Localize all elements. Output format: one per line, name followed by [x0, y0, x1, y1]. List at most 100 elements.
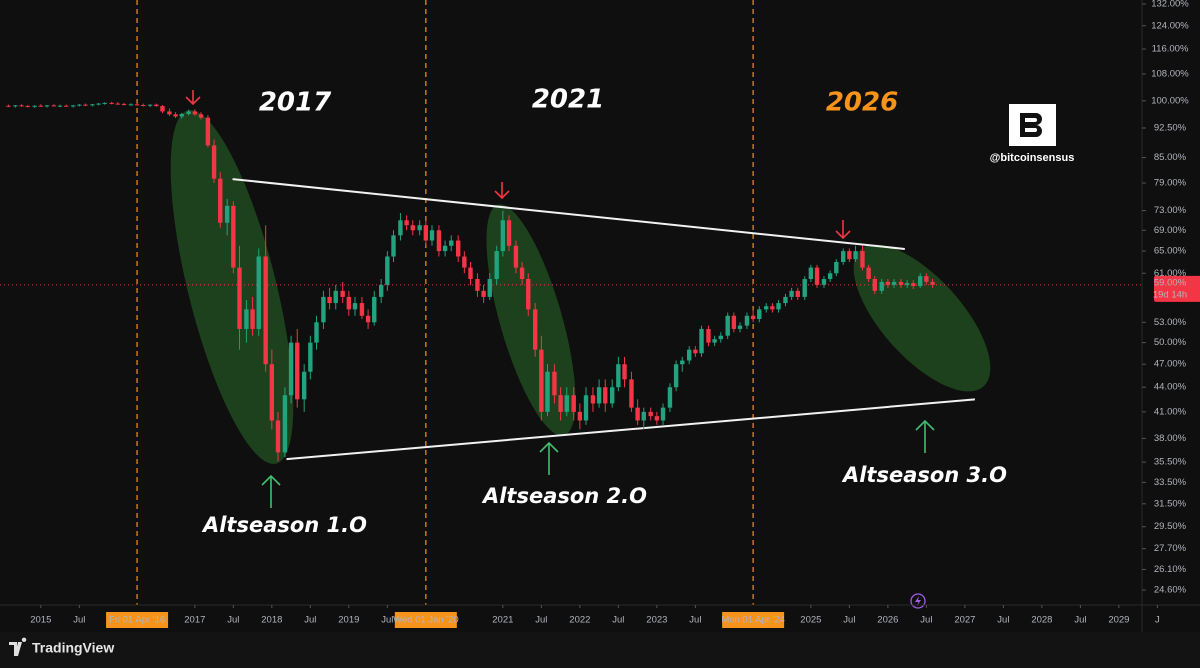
- lightning-icon: [910, 593, 926, 609]
- x-tick-label: 2022: [569, 615, 590, 626]
- candle-body: [924, 276, 929, 282]
- candle-body: [57, 105, 63, 107]
- candle-body: [237, 267, 242, 329]
- candle-body: [571, 395, 576, 412]
- candle-body: [352, 303, 358, 310]
- candle-body: [115, 103, 121, 105]
- icon-bolt: [915, 596, 921, 606]
- candle-body: [866, 267, 871, 280]
- candle-body: [673, 364, 679, 388]
- candle-body: [167, 111, 172, 115]
- candle-body: [596, 387, 602, 404]
- candle-body: [231, 205, 236, 268]
- icon-ring: [910, 593, 926, 609]
- x-tick-label: 2027: [954, 615, 975, 626]
- candle-body: [327, 296, 332, 304]
- annotation: Altseason 1.O: [201, 513, 367, 537]
- candle-body: [898, 281, 904, 285]
- candle-body: [789, 290, 794, 297]
- candle-body: [436, 230, 442, 252]
- candle-body: [404, 220, 409, 226]
- y-tick-label: 50.00%: [1154, 337, 1187, 348]
- candle-body: [192, 111, 198, 115]
- candle-body: [609, 387, 615, 404]
- candle-body: [731, 315, 737, 329]
- watermark: @bitcoinsensus: [990, 152, 1075, 164]
- candle-body: [128, 104, 134, 106]
- candle-body: [500, 220, 506, 252]
- candle-body: [622, 364, 627, 380]
- trendline: [232, 178, 905, 250]
- x-tick-label: Jul: [997, 615, 1009, 626]
- candle-body: [635, 407, 640, 421]
- candle-body: [487, 279, 492, 297]
- candle-body: [385, 256, 390, 285]
- y-tick-label: 132.00%: [1151, 0, 1189, 9]
- candle-body: [83, 104, 88, 106]
- last-price-box: [1154, 275, 1200, 302]
- x-tick-label: Fri 01 Apr '16: [109, 615, 165, 626]
- candle-body: [340, 290, 345, 297]
- candle-body: [654, 416, 660, 421]
- candle-body: [860, 251, 865, 268]
- annotation: 2017: [259, 88, 332, 118]
- x-tick-highlight: [394, 612, 457, 628]
- candle-body: [96, 103, 101, 105]
- x-tick-label: Jul: [843, 615, 855, 626]
- x-tick-label: Jul: [304, 615, 316, 626]
- candle-body: [372, 296, 377, 323]
- x-tick-label: Jul: [381, 615, 393, 626]
- candle-body: [847, 251, 852, 260]
- candle-body: [314, 322, 319, 343]
- y-tick-label: 29.50%: [1154, 521, 1187, 532]
- x-tick-label: Jul: [73, 615, 85, 626]
- candle-body: [718, 335, 723, 340]
- candle-body: [410, 225, 415, 231]
- candle-body: [173, 114, 178, 117]
- candle-body: [693, 349, 698, 354]
- x-tick-label: 2015: [30, 615, 51, 626]
- up-arrow: [915, 419, 935, 453]
- trendline: [286, 398, 975, 461]
- candle-body: [468, 267, 473, 280]
- candle-body: [776, 303, 781, 310]
- candle-body: [147, 104, 153, 106]
- candle-body: [795, 290, 800, 297]
- y-tick-label: 108.00%: [1151, 68, 1189, 79]
- candle-body: [179, 113, 184, 117]
- annotation: Altseason 3.O: [841, 463, 1007, 487]
- candle-body: [564, 395, 569, 412]
- down-arrow: [494, 182, 510, 200]
- candle-body: [186, 111, 191, 114]
- x-tick-label: 2029: [1108, 615, 1129, 626]
- logo: [1009, 104, 1056, 146]
- y-tick-label: 33.50%: [1154, 477, 1187, 488]
- candle-body: [545, 371, 550, 412]
- candle-body: [64, 105, 69, 107]
- y-tick-label: 44.00%: [1154, 382, 1187, 393]
- candle-body: [616, 364, 621, 388]
- candle-body: [764, 306, 769, 310]
- candle-body: [506, 220, 512, 246]
- x-tick-label: 2026: [877, 615, 898, 626]
- candle-body: [930, 281, 935, 285]
- annotation: Altseason 2.O: [481, 484, 647, 508]
- trendlines: [232, 178, 975, 461]
- candle-body: [250, 309, 255, 329]
- candle-body: [577, 411, 583, 421]
- candle-body: [218, 178, 223, 223]
- candle-body: [160, 106, 165, 112]
- candle-body: [911, 283, 916, 287]
- candle-body: [590, 395, 596, 404]
- last-price-label: 59.00%: [1154, 277, 1187, 288]
- candle-body: [224, 205, 230, 223]
- x-tick-label: 2021: [492, 615, 513, 626]
- candle-body: [449, 240, 454, 246]
- candle-body: [282, 395, 288, 453]
- candle-body: [494, 251, 499, 280]
- candle-body: [378, 284, 384, 297]
- candle-body: [834, 261, 839, 274]
- candle-body: [885, 281, 891, 285]
- candle-body: [13, 105, 18, 107]
